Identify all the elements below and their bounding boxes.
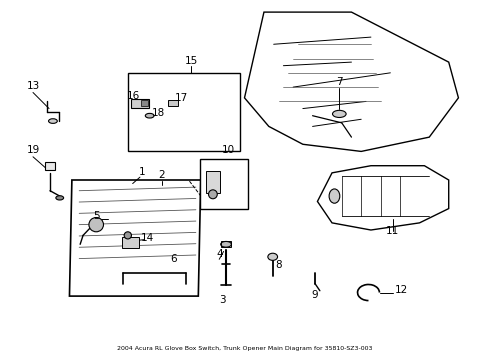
Ellipse shape xyxy=(124,232,131,239)
Polygon shape xyxy=(244,12,458,152)
Text: 3: 3 xyxy=(219,295,225,305)
Text: 7: 7 xyxy=(335,77,342,87)
Ellipse shape xyxy=(328,189,339,203)
Text: 12: 12 xyxy=(394,285,407,295)
Polygon shape xyxy=(69,180,201,296)
Text: 2004 Acura RL Glove Box Switch, Trunk Opener Main Diagram for 35810-SZ3-003: 2004 Acura RL Glove Box Switch, Trunk Op… xyxy=(117,346,371,351)
Ellipse shape xyxy=(332,111,346,117)
Text: 14: 14 xyxy=(141,233,154,243)
Text: 17: 17 xyxy=(174,93,187,103)
Text: 5: 5 xyxy=(93,211,100,221)
Text: 2: 2 xyxy=(158,170,165,180)
Text: 10: 10 xyxy=(222,145,235,155)
Text: 19: 19 xyxy=(26,145,40,155)
Text: 16: 16 xyxy=(127,91,140,100)
Ellipse shape xyxy=(89,217,103,232)
Bar xyxy=(127,73,239,152)
Ellipse shape xyxy=(145,113,154,118)
Bar xyxy=(130,99,149,108)
Text: 18: 18 xyxy=(152,108,165,118)
Bar xyxy=(167,100,178,107)
Bar xyxy=(220,242,231,247)
Bar xyxy=(44,162,55,170)
Ellipse shape xyxy=(48,119,57,123)
Text: 4: 4 xyxy=(217,249,223,259)
Bar xyxy=(141,100,148,107)
Text: 11: 11 xyxy=(386,226,399,235)
Ellipse shape xyxy=(208,190,217,199)
Text: 1: 1 xyxy=(139,167,145,177)
Polygon shape xyxy=(317,166,448,230)
Text: 8: 8 xyxy=(275,260,281,270)
Text: 15: 15 xyxy=(184,55,197,66)
Text: 6: 6 xyxy=(170,254,177,264)
Text: 9: 9 xyxy=(311,290,318,300)
Ellipse shape xyxy=(56,196,63,200)
Bar xyxy=(122,237,139,248)
Ellipse shape xyxy=(220,242,231,247)
Text: 13: 13 xyxy=(26,81,40,91)
Ellipse shape xyxy=(267,253,277,260)
Bar xyxy=(205,171,219,193)
Bar xyxy=(200,158,248,208)
